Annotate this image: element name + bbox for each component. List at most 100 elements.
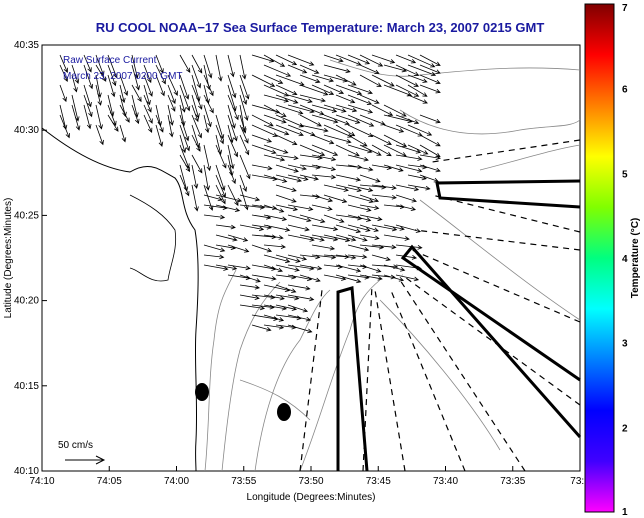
current-vector <box>299 234 325 242</box>
current-vector <box>287 214 312 223</box>
current-vector <box>203 194 223 202</box>
current-vector <box>371 254 391 262</box>
current-vector <box>95 104 103 130</box>
current-vector <box>263 124 290 136</box>
current-vector <box>395 264 422 271</box>
current-vector <box>143 104 153 124</box>
current-vector <box>371 224 398 232</box>
colorbar-ticks: 7 6 5 4 3 2 1 <box>622 3 628 518</box>
x-tick-label: 74:10 <box>29 476 54 487</box>
current-vector <box>407 64 437 77</box>
current-vector <box>179 124 190 152</box>
current-vector <box>167 94 176 112</box>
y-tick-label: 40:35 <box>14 40 39 51</box>
current-vector <box>191 164 199 189</box>
current-vector <box>395 224 422 233</box>
colorbar-tick-label: 2 <box>622 423 628 434</box>
current-vector <box>239 54 247 80</box>
current-vector <box>287 254 308 261</box>
current-vector <box>275 204 299 212</box>
current-vector <box>287 174 309 181</box>
current-vector <box>347 94 373 105</box>
current-vector <box>347 184 374 193</box>
current-vector <box>191 64 202 89</box>
current-vector <box>251 104 281 114</box>
current-vector <box>335 114 361 124</box>
current-vector <box>419 134 441 147</box>
current-vector <box>59 64 68 83</box>
current-vector <box>347 224 371 232</box>
current-vector <box>239 114 247 134</box>
current-vector <box>395 204 417 212</box>
current-vector <box>203 214 226 220</box>
current-vector <box>299 84 329 96</box>
current-vector <box>335 254 357 260</box>
current-vector <box>287 224 310 232</box>
current-vector <box>155 74 165 97</box>
current-vector <box>407 174 427 181</box>
wedge-outlines <box>336 179 582 472</box>
current-vector <box>359 184 387 190</box>
current-vector <box>95 84 103 106</box>
current-vector <box>383 84 413 97</box>
annotation-line2: March 23, 2007 0200 GMT <box>63 71 183 82</box>
current-vector <box>419 174 440 183</box>
current-vector <box>299 104 325 116</box>
current-vector <box>347 164 374 172</box>
current-vector <box>395 274 420 282</box>
current-vector <box>311 154 337 162</box>
current-vector <box>251 324 272 332</box>
current-vector <box>251 244 273 253</box>
current-vector <box>59 54 69 73</box>
current-vector <box>311 134 335 145</box>
current-vector <box>275 184 297 192</box>
coastline <box>41 127 199 472</box>
current-vector <box>251 164 273 171</box>
contour-5 <box>379 299 501 451</box>
contour-6 <box>419 199 581 321</box>
current-vector <box>263 264 283 273</box>
current-vector <box>287 124 316 137</box>
current-vector <box>239 124 249 144</box>
current-vector <box>239 274 261 283</box>
current-vector <box>359 264 382 273</box>
current-vector <box>95 124 104 146</box>
x-axis-ticks: 74:10 74:05 74:00 73:55 73:50 73:45 73:40 73:35… <box>29 466 590 487</box>
current-vector <box>71 64 80 84</box>
current-vector <box>239 84 248 106</box>
y-tick-label: 40:30 <box>14 125 39 136</box>
current-vector <box>299 94 326 103</box>
current-vector <box>251 134 273 143</box>
current-vector <box>239 284 260 290</box>
current-vector <box>275 54 298 66</box>
colorbar-label: Temperature (°C) <box>630 218 641 299</box>
marker-point-2 <box>277 403 291 421</box>
current-vector <box>191 84 203 110</box>
current-vector <box>275 294 300 301</box>
current-vector <box>251 174 278 182</box>
current-vector <box>239 294 260 301</box>
current-vector <box>239 74 250 100</box>
current-vector <box>299 74 321 84</box>
current-vector <box>263 64 292 77</box>
current-vector <box>275 104 304 115</box>
current-vector <box>251 274 277 281</box>
current-vector <box>263 114 287 124</box>
current-vector <box>383 124 405 133</box>
current-vector <box>263 54 286 67</box>
current-vector <box>275 284 297 293</box>
current-vector <box>263 324 285 330</box>
current-vector <box>299 264 323 271</box>
current-vector <box>179 134 187 154</box>
current-vector <box>107 54 118 79</box>
current-vector <box>335 184 362 193</box>
current-vector <box>299 274 321 283</box>
radar-coverage-lines <box>299 139 581 472</box>
current-vector <box>395 84 420 97</box>
current-vector <box>419 154 441 161</box>
current-vector <box>275 304 298 311</box>
current-vector <box>275 154 299 161</box>
current-vector <box>323 234 351 243</box>
current-vector <box>335 54 362 66</box>
current-vector <box>287 294 315 302</box>
